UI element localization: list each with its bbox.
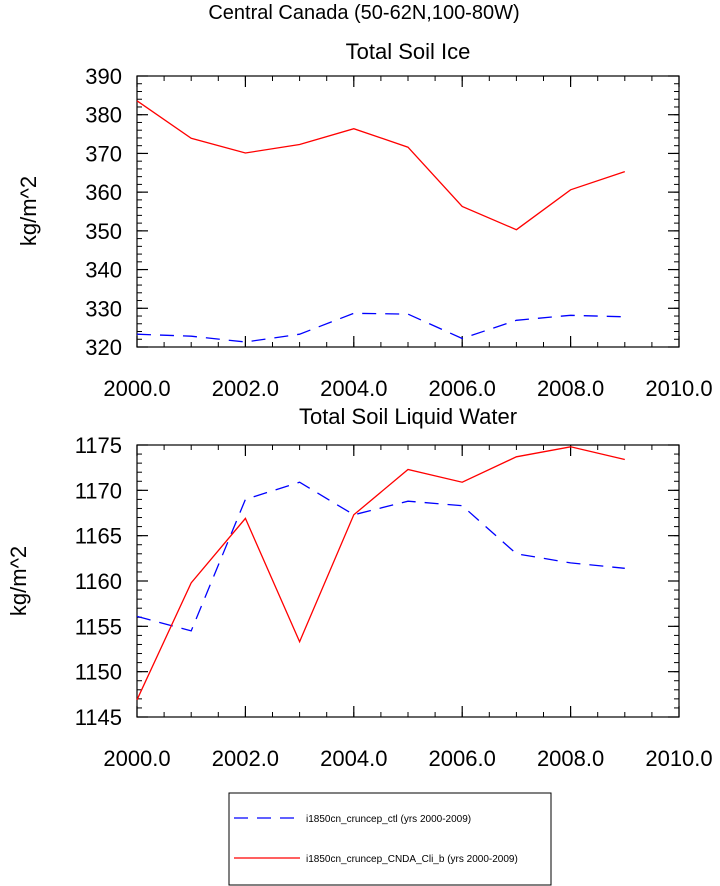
y-tick-label: 1170 — [75, 478, 122, 503]
x-tick-label: 2002.0 — [212, 376, 279, 401]
x-tick-label: 2008.0 — [537, 746, 604, 771]
y-tick-label: 350 — [85, 219, 122, 244]
y-tick-label: 1165 — [75, 524, 122, 549]
legend: i1850cn_cruncep_ctl (yrs 2000-2009) i185… — [228, 792, 552, 886]
figure-title: Central Canada (50-62N,100-80W) — [208, 2, 519, 24]
y-axis-label: kg/m^2 — [6, 546, 31, 616]
x-tick-label: 2010.0 — [645, 746, 712, 771]
chart-title: Total Soil Ice — [346, 39, 471, 64]
y-tick-label: 1175 — [75, 433, 122, 458]
y-tick-label: 370 — [85, 141, 122, 166]
legend-label-ctl: i1850cn_cruncep_ctl (yrs 2000-2009) — [306, 814, 471, 825]
plot-frame — [136, 444, 680, 718]
series-line-ctl — [136, 481, 625, 632]
series-line-ctl — [136, 312, 625, 343]
y-axis-label: kg/m^2 — [16, 176, 41, 246]
chart-total-soil-ice: Total Soil Ice kg/m^2 2000.0 2002.0 2004.0… — [16, 39, 713, 401]
plot-frame — [136, 75, 680, 348]
y-tick-label: 340 — [85, 258, 122, 283]
chart-total-soil-liquid-water: Total Soil Liquid Water kg/m^2 2000.0 200… — [6, 404, 713, 771]
x-tick-label: 2006.0 — [429, 746, 496, 771]
y-tick-label: 330 — [85, 296, 122, 321]
y-tick-label: 1150 — [75, 660, 122, 685]
x-tick-label: 2010.0 — [645, 376, 712, 401]
x-tick-label: 2004.0 — [320, 746, 387, 771]
legend-box — [228, 792, 552, 886]
series-line-cnda — [136, 446, 625, 701]
chart-title: Total Soil Liquid Water — [299, 404, 517, 429]
y-tick-label: 1155 — [75, 614, 122, 639]
y-tick-label: 390 — [85, 64, 122, 89]
y-tick-label: 360 — [85, 180, 122, 205]
series-line-cnda — [136, 100, 626, 231]
y-tick-label: 1145 — [75, 705, 122, 730]
y-tick-label: 320 — [85, 335, 122, 360]
x-tick-label: 2008.0 — [537, 376, 604, 401]
y-tick-label: 380 — [85, 103, 122, 128]
y-tick-label: 1160 — [75, 569, 122, 594]
x-tick-label: 2004.0 — [320, 376, 387, 401]
legend-label-cnda: i1850cn_cruncep_CNDA_Cli_b (yrs 2000-200… — [306, 854, 518, 865]
x-tick-label: 2002.0 — [212, 746, 279, 771]
x-tick-label: 2000.0 — [103, 746, 170, 771]
x-tick-label: 2000.0 — [103, 376, 170, 401]
x-tick-label: 2006.0 — [429, 376, 496, 401]
